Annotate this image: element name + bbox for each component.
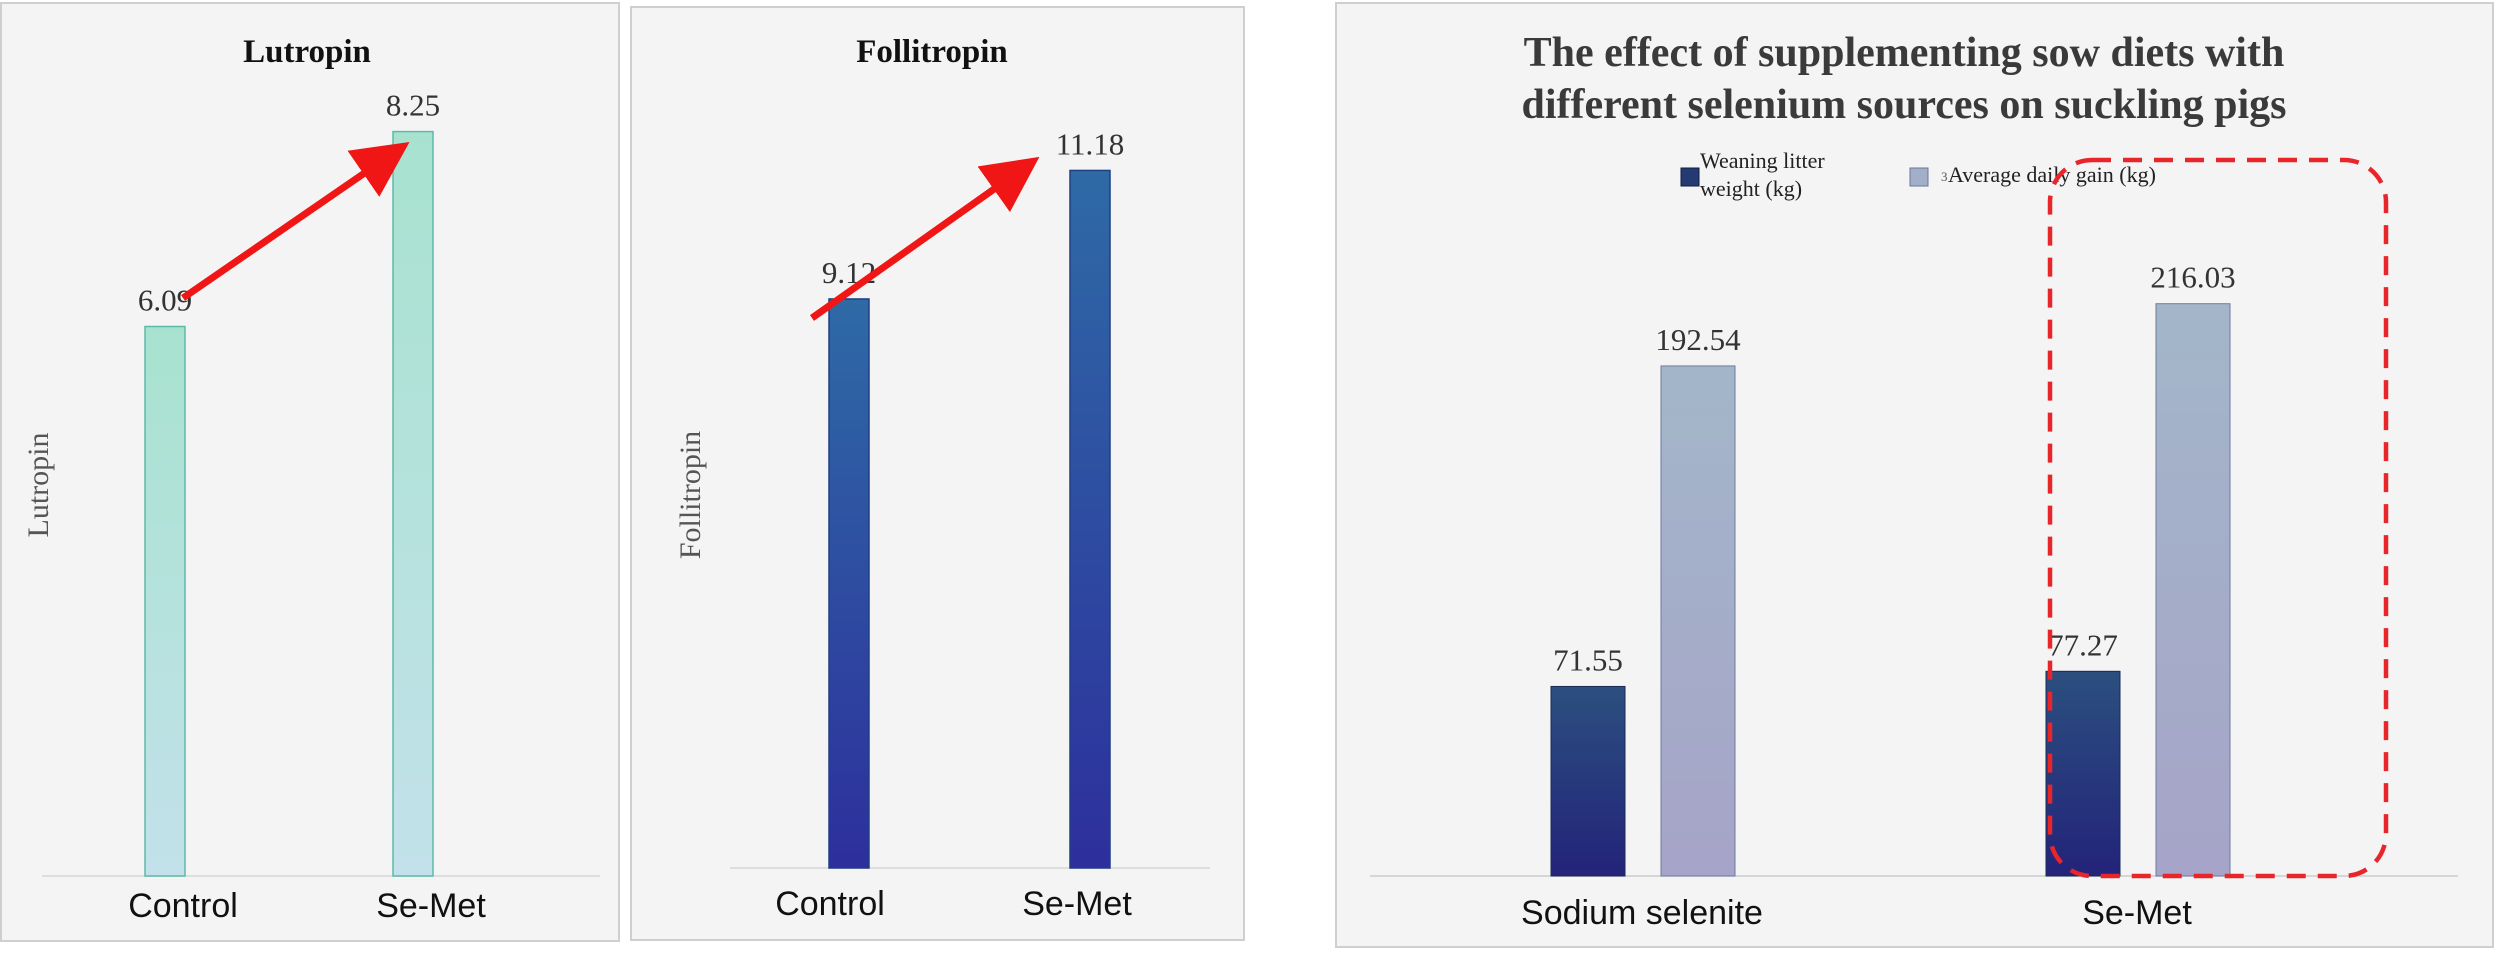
legend-label-weaning-line-2: weight (kg) <box>1700 176 1802 201</box>
selenium-title-line-1: The effect of supplementing sow diets wi… <box>1524 30 2285 76</box>
follitropin-bar-se-met <box>1069 169 1111 869</box>
follitropin-chart: Follitropin Follitropin 9.12 11.18 Contr… <box>674 34 1210 923</box>
bar-weaning-litter-weight-se-met <box>2045 670 2121 877</box>
legend-label-average-daily-gain: Average daily gain (kg) <box>1948 162 2156 187</box>
lutropin-title: Lutropin <box>243 34 371 70</box>
selenium-title-line-2: different selenium sources on suckling p… <box>1521 82 2286 128</box>
lutropin-y-axis-label: Lutropin <box>22 433 55 538</box>
selenium-effect-panel <box>1335 2 2494 948</box>
lutropin-tick-control: Control <box>128 887 238 925</box>
legend-marker-text: 3 <box>1941 169 1948 184</box>
lutropin-value-control: 6.09 <box>138 283 192 318</box>
selenium-chart: The effect of supplementing sow diets wi… <box>1370 30 2458 932</box>
lutropin-bar-control <box>144 325 186 877</box>
legend: Weaning litter weight (kg) 3 Average dai… <box>1680 148 2156 201</box>
follitropin-title: Follitropin <box>856 34 1008 70</box>
bar-average-daily-gain-se-met <box>2155 303 2231 877</box>
lutropin-red-arrow <box>181 142 410 301</box>
legend-swatch-average-daily-gain <box>1909 167 1929 187</box>
tick-se-met: Se-Met <box>2082 894 2192 932</box>
follitropin-value-control: 9.12 <box>822 255 876 290</box>
follitropin-tick-control: Control <box>775 885 885 923</box>
follitropin-red-arrow <box>809 156 1040 321</box>
lutropin-value-se-met: 8.25 <box>386 88 440 123</box>
value-adg-se-met: 216.03 <box>2150 260 2235 295</box>
follitropin-panel <box>630 6 1245 941</box>
value-weaning-sodium-selenite: 71.55 <box>1553 642 1623 677</box>
tick-sodium-selenite: Sodium selenite <box>1521 894 1763 932</box>
value-adg-sodium-selenite: 192.54 <box>1655 322 1741 357</box>
legend-label-weaning-line-1: Weaning litter <box>1700 148 1825 173</box>
lutropin-panel <box>0 2 620 942</box>
lutropin-chart: Lutropin Lutropin 6.09 8.25 Control Se-M… <box>22 34 600 925</box>
follitropin-value-se-met: 11.18 <box>1056 126 1125 161</box>
bar-weaning-litter-weight-sodium-selenite <box>1550 685 1626 877</box>
follitropin-tick-se-met: Se-Met <box>1022 885 1132 923</box>
follitropin-bar-control <box>828 298 870 869</box>
follitropin-y-axis-label: Follitropin <box>674 431 707 559</box>
value-weaning-se-met: 77.27 <box>2048 627 2118 662</box>
lutropin-bar-se-met <box>392 130 434 877</box>
se-met-highlight-box <box>2047 157 2389 879</box>
legend-swatch-weaning-litter-weight <box>1680 167 1700 187</box>
lutropin-tick-se-met: Se-Met <box>376 887 486 925</box>
bar-average-daily-gain-sodium-selenite <box>1660 365 1736 877</box>
